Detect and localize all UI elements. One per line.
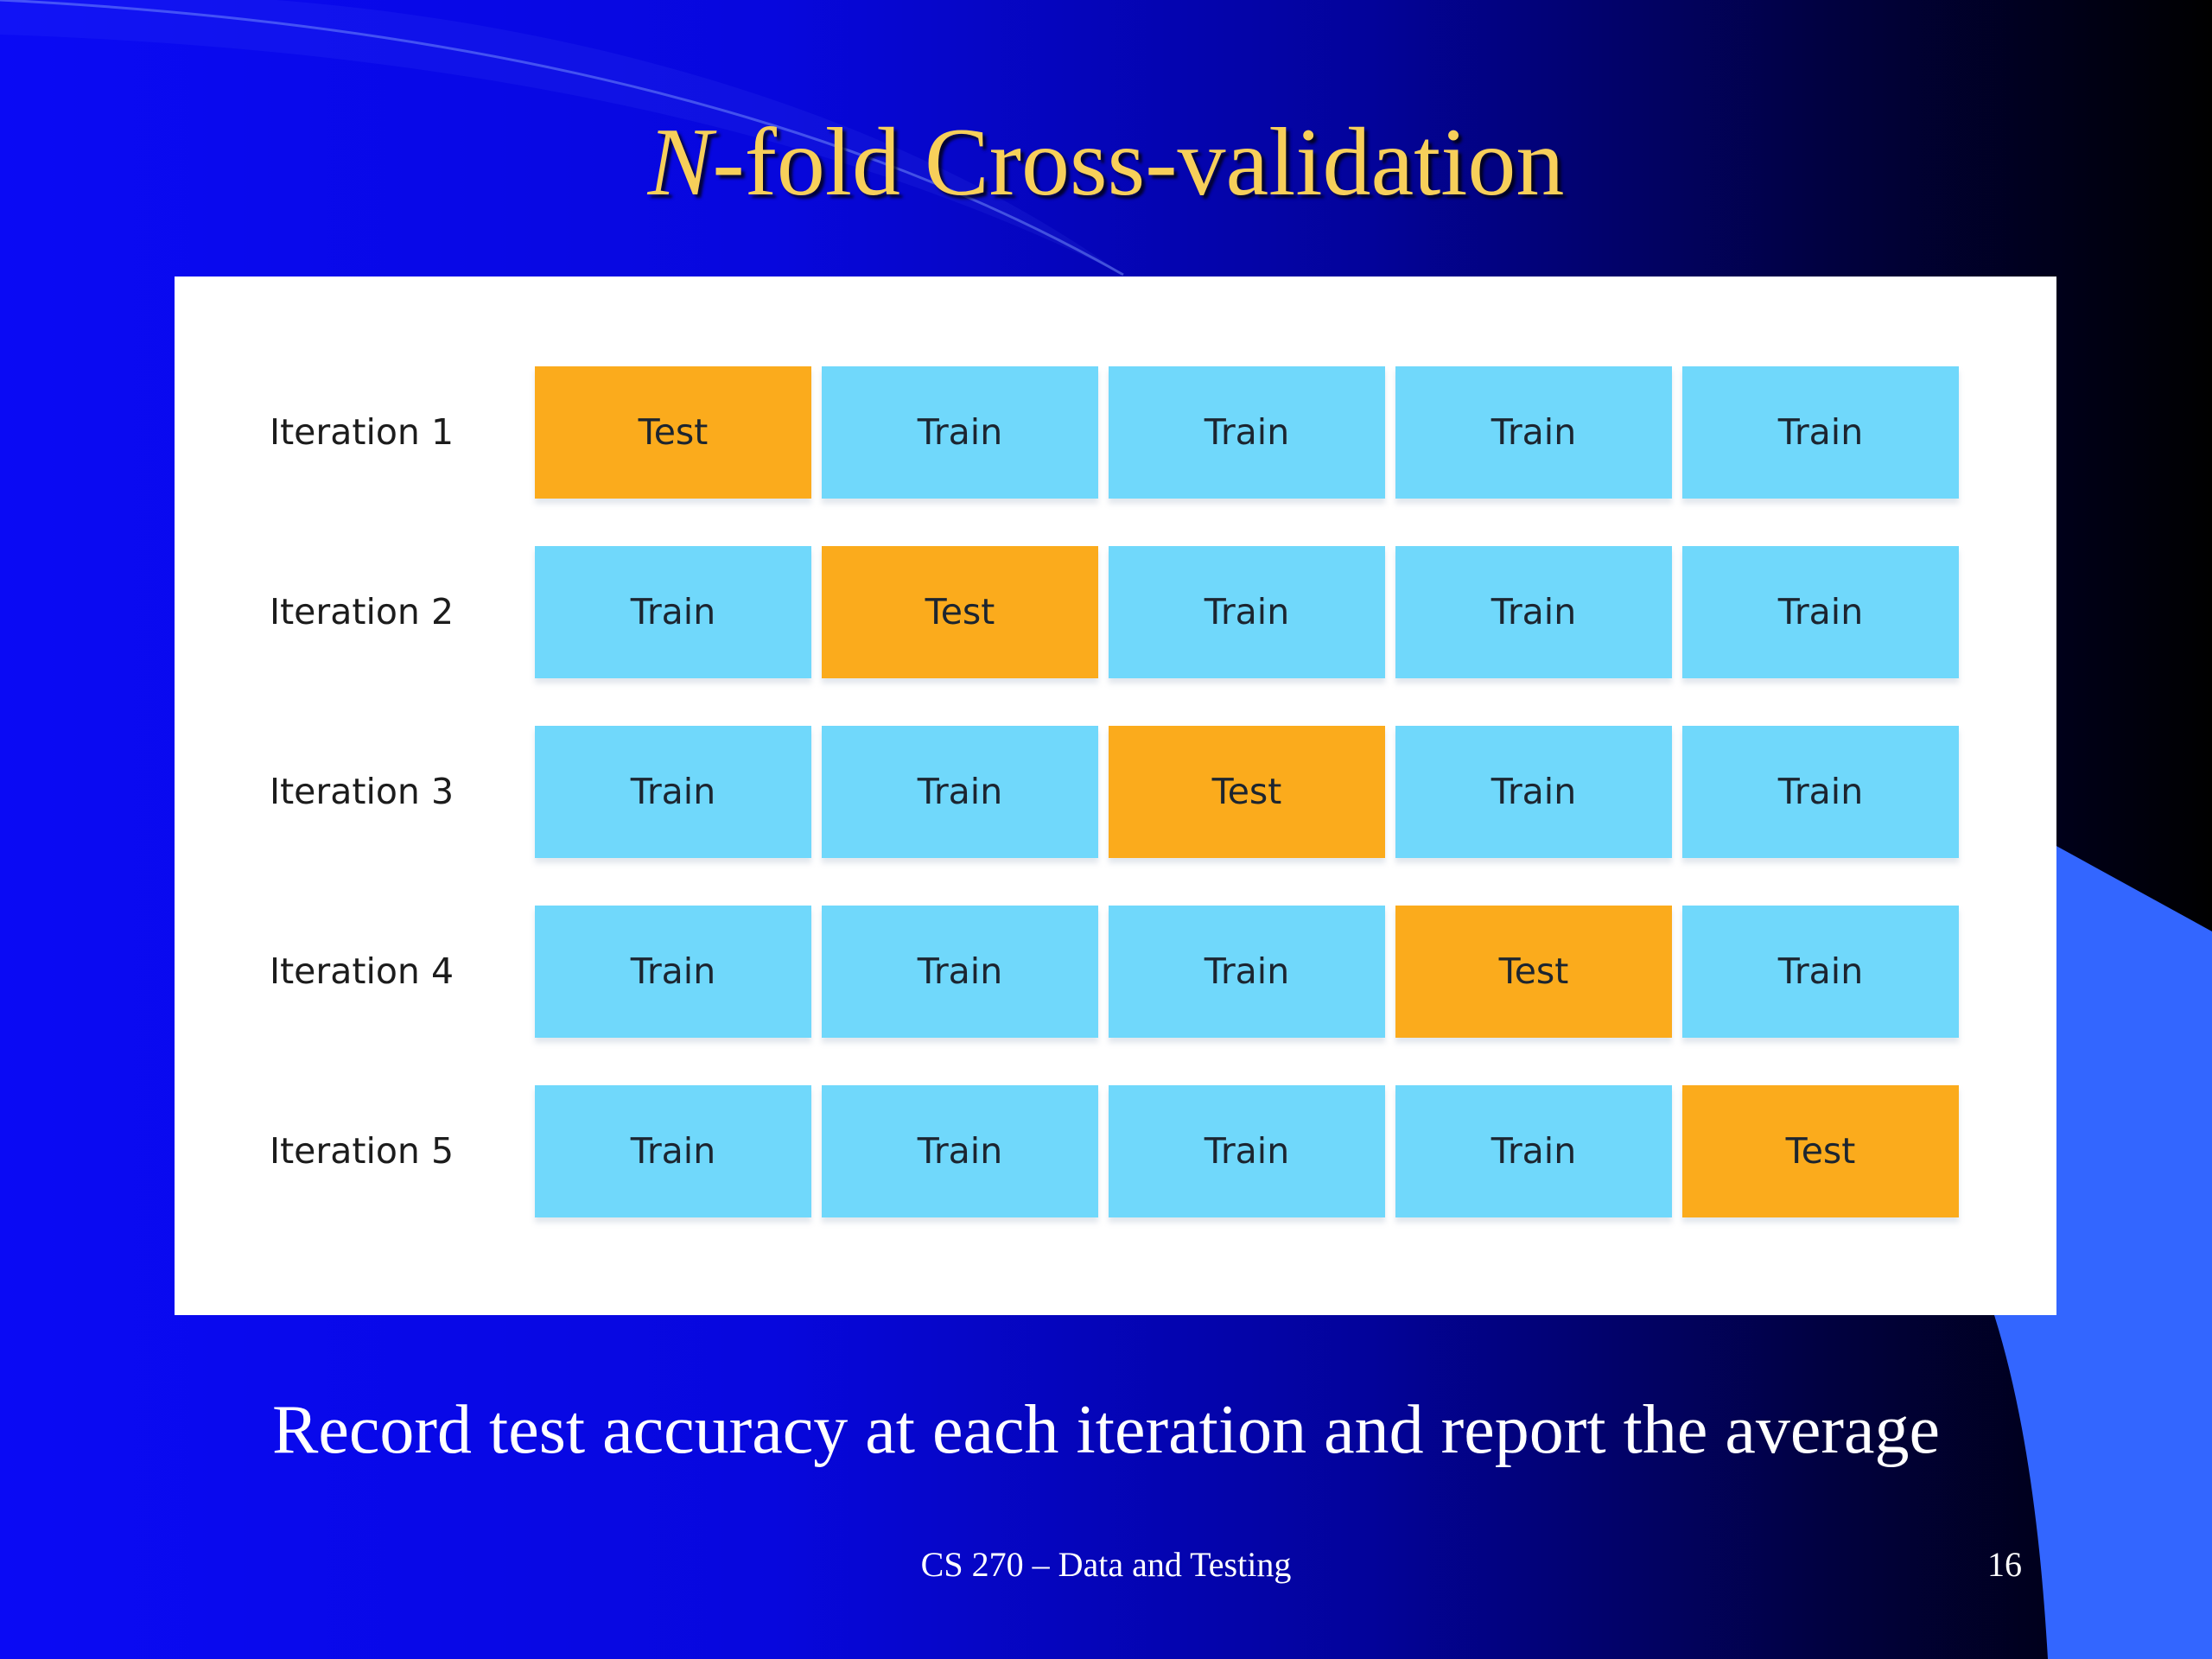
train-fold-cell: Train — [1682, 546, 1959, 678]
test-fold-cell: Test — [535, 366, 811, 499]
slide-caption: Record test accuracy at each iteration a… — [271, 1392, 1941, 1468]
train-fold-cell: Train — [1109, 366, 1385, 499]
train-fold-cell: Train — [1395, 546, 1672, 678]
train-fold-cell: Train — [1109, 546, 1385, 678]
iteration-label: Iteration 2 — [270, 591, 454, 632]
train-fold-cell: Train — [1395, 726, 1672, 858]
swoosh-line — [0, 0, 1124, 276]
train-fold-cell: Train — [1682, 906, 1959, 1038]
iteration-row: Iteration 3 Train Train Test Train Train — [175, 726, 2056, 858]
test-fold-cell: Test — [1109, 726, 1385, 858]
iteration-row: Iteration 4 Train Train Train Test Train — [175, 906, 2056, 1038]
title-text: -fold Cross-validation — [712, 109, 1565, 216]
title-italic-n: N — [647, 109, 713, 216]
train-fold-cell: Train — [1109, 1085, 1385, 1217]
iteration-row: Iteration 5 Train Train Train Train Test — [175, 1085, 2056, 1217]
iteration-row: Iteration 1 Test Train Train Train Train — [175, 366, 2056, 499]
test-fold-cell: Test — [1395, 906, 1672, 1038]
train-fold-cell: Train — [535, 906, 811, 1038]
iteration-label: Iteration 5 — [270, 1130, 454, 1172]
train-fold-cell: Train — [822, 726, 1098, 858]
test-fold-cell: Test — [1682, 1085, 1959, 1217]
test-fold-cell: Test — [822, 546, 1098, 678]
iteration-label: Iteration 4 — [270, 950, 454, 992]
train-fold-cell: Train — [1395, 366, 1672, 499]
train-fold-cell: Train — [535, 546, 811, 678]
cross-validation-diagram: Iteration 1 Test Train Train Train Train Itera… — [175, 276, 2056, 1315]
page-number: 16 — [1987, 1545, 2022, 1584]
accent-shape — [1994, 845, 2212, 1659]
train-fold-cell: Train — [1395, 1085, 1672, 1217]
slide-title: N-fold Cross-validation — [0, 102, 2212, 223]
train-fold-cell: Train — [822, 906, 1098, 1038]
train-fold-cell: Train — [822, 1085, 1098, 1217]
iteration-label: Iteration 1 — [270, 411, 454, 453]
train-fold-cell: Train — [1682, 366, 1959, 499]
train-fold-cell: Train — [822, 366, 1098, 499]
train-fold-cell: Train — [1109, 906, 1385, 1038]
train-fold-cell: Train — [1682, 726, 1959, 858]
train-fold-cell: Train — [535, 1085, 811, 1217]
iteration-label: Iteration 3 — [270, 771, 454, 812]
iteration-row: Iteration 2 Train Test Train Train Train — [175, 546, 2056, 678]
slide-footer: CS 270 – Data and Testing — [920, 1545, 1292, 1584]
train-fold-cell: Train — [535, 726, 811, 858]
swoosh-band — [0, 0, 1123, 275]
